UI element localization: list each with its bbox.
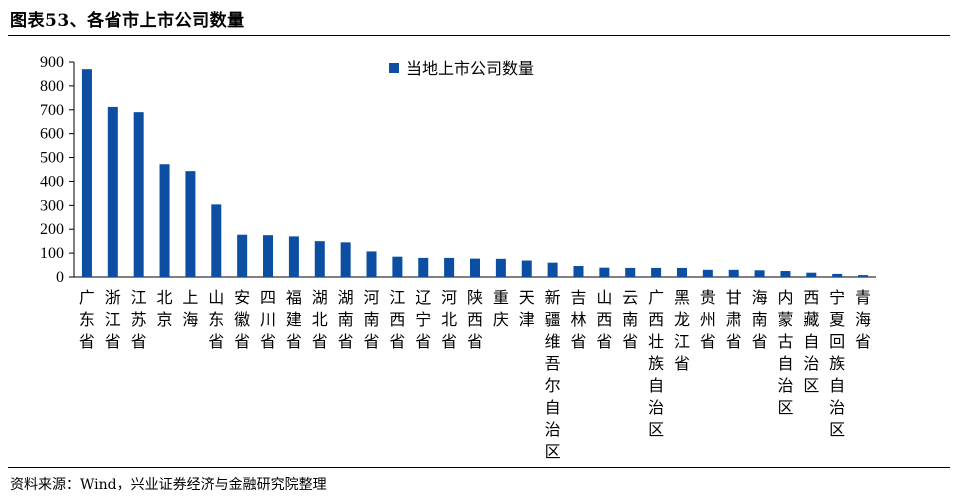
- bar: [159, 164, 170, 277]
- bar: [599, 267, 610, 277]
- source-rule: [8, 467, 950, 468]
- category-label: 湖南省: [338, 288, 354, 351]
- bar: [858, 275, 869, 277]
- bar: [237, 234, 248, 277]
- category-label: 贵州省: [700, 288, 716, 351]
- bar: [676, 267, 687, 277]
- bar: [651, 267, 662, 277]
- bar: [573, 266, 584, 277]
- bars: [81, 69, 869, 278]
- source-note: 资料来源：Wind，兴业证券经济与金融研究院整理: [10, 477, 327, 493]
- category-label: 海南省: [752, 288, 768, 351]
- bar: [728, 269, 739, 277]
- y-tick-label: 500: [40, 150, 64, 167]
- category-label: 内蒙古自治区: [777, 288, 793, 417]
- category-label: 福建省: [286, 288, 302, 351]
- category-label: 陕西省: [467, 288, 483, 351]
- y-tick-label: 200: [40, 221, 64, 238]
- bar: [314, 241, 325, 277]
- category-label: 上海: [182, 288, 198, 329]
- bar: [547, 262, 558, 277]
- category-label: 吉林省: [570, 288, 586, 351]
- y-tick-label: 700: [40, 102, 64, 119]
- category-label: 山东省: [208, 288, 224, 351]
- y-tick-label: 800: [40, 78, 64, 95]
- category-label: 广西壮族自治区: [648, 288, 664, 439]
- category-label: 浙江省: [105, 288, 121, 351]
- bar: [133, 112, 144, 278]
- bar: [340, 242, 351, 277]
- bar: [211, 204, 222, 277]
- category-label: 河北省: [441, 288, 457, 351]
- bar: [81, 69, 92, 278]
- bar: [470, 258, 480, 277]
- category-label: 甘肃省: [726, 288, 742, 351]
- category-label: 西藏自治区: [803, 288, 819, 395]
- category-label: 重庆: [493, 288, 509, 329]
- bar: [521, 260, 532, 277]
- bar: [366, 251, 377, 277]
- category-label: 河南省: [364, 288, 380, 351]
- category-label: 江苏省: [131, 288, 147, 351]
- bar: [832, 273, 843, 277]
- category-label: 黑龙江省: [674, 288, 690, 373]
- category-label: 湖北省: [312, 288, 328, 351]
- category-label: 北京: [157, 288, 173, 329]
- y-axis: 0 100 200 300 400 500 600 700 800 900: [40, 54, 75, 286]
- bar: [392, 256, 403, 277]
- y-tick-label: 400: [40, 173, 64, 190]
- bar: [263, 235, 274, 277]
- bar: [495, 258, 506, 277]
- category-label: 天津: [519, 288, 535, 329]
- y-tick-label: 600: [40, 126, 64, 143]
- legend: 当地上市公司数量: [389, 59, 534, 78]
- bar: [418, 257, 429, 277]
- category-label: 云南省: [622, 288, 638, 351]
- category-label: 新疆维吾尔自治区: [545, 288, 561, 461]
- bar: [288, 236, 299, 277]
- bar: [702, 269, 713, 277]
- bar: [806, 272, 817, 277]
- title-rule: [8, 35, 950, 36]
- legend-label: 当地上市公司数量: [406, 59, 534, 78]
- category-label: 宁夏回族自治区: [829, 288, 845, 439]
- y-tick-label: 300: [40, 197, 64, 214]
- figure-title: 图表53、各省市上市公司数量: [10, 11, 245, 31]
- bar: [625, 267, 636, 277]
- y-tick-label: 900: [40, 54, 64, 71]
- bar: [780, 271, 791, 277]
- bar: [185, 171, 196, 277]
- bar: [754, 270, 765, 277]
- bar: [444, 257, 455, 277]
- bar: [107, 106, 118, 278]
- y-tick-label: 100: [40, 245, 64, 262]
- category-labels: 广东省浙江省江苏省北京上海山东省安徽省四川省福建省湖北省湖南省河南省江西省辽宁省…: [79, 288, 871, 461]
- y-tick-label: 0: [56, 269, 64, 286]
- category-label: 山西省: [596, 288, 612, 351]
- category-label: 青海省: [855, 288, 871, 351]
- category-label: 江西省: [389, 288, 405, 351]
- category-label: 辽宁省: [415, 288, 431, 351]
- category-label: 安徽省: [234, 288, 250, 351]
- category-label: 广东省: [79, 288, 95, 351]
- category-label: 四川省: [260, 288, 276, 351]
- legend-swatch: [389, 63, 399, 73]
